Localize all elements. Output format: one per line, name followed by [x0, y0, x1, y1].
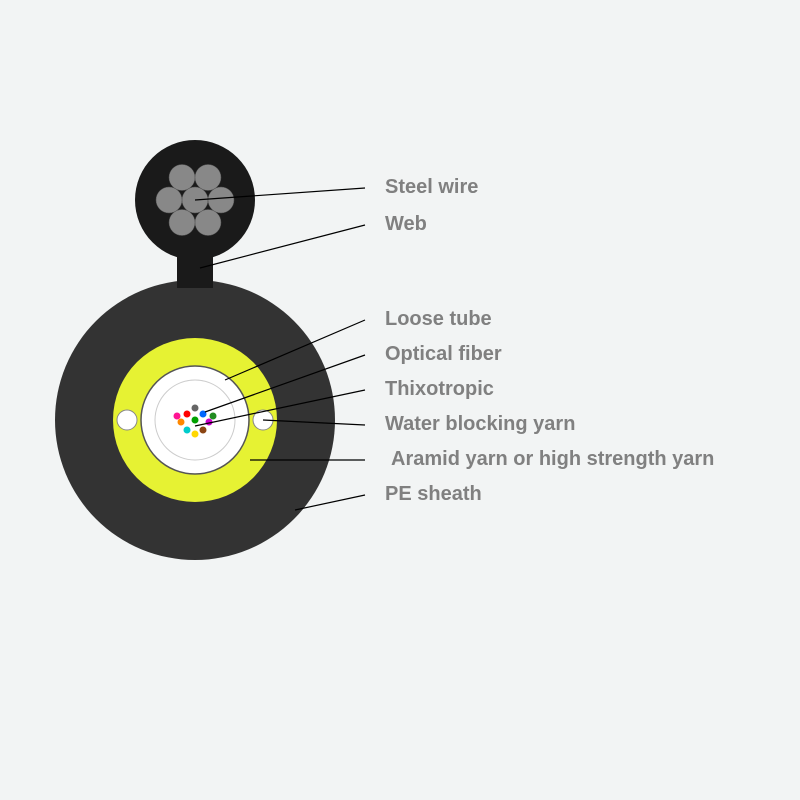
- diagram-label: Web: [385, 213, 427, 236]
- optical-fiber: [184, 427, 191, 434]
- steel-wire-strand: [208, 187, 234, 213]
- diagram-label: Steel wire: [385, 176, 478, 199]
- optical-fiber: [178, 419, 185, 426]
- diagram-label: PE sheath: [385, 483, 482, 506]
- optical-fiber: [192, 431, 199, 438]
- steel-wire-strand: [195, 210, 221, 236]
- steel-wire-strand: [156, 187, 182, 213]
- diagram-label: Loose tube: [385, 308, 492, 331]
- optical-fiber: [192, 417, 199, 424]
- optical-fiber: [184, 411, 191, 418]
- diagram-label: Optical fiber: [385, 343, 502, 366]
- optical-fiber: [192, 405, 199, 412]
- diagram-label: Aramid yarn or high strength yarn: [391, 448, 714, 471]
- optical-fiber: [174, 413, 181, 420]
- optical-fiber: [200, 427, 207, 434]
- diagram-label: Thixotropic: [385, 378, 494, 401]
- optical-fiber: [210, 413, 217, 420]
- steel-wire-strand: [169, 210, 195, 236]
- water-blocking-yarn: [117, 410, 137, 430]
- steel-wire-strand: [195, 164, 221, 190]
- diagram-label: Water blocking yarn: [385, 413, 575, 436]
- steel-wire-strand: [169, 164, 195, 190]
